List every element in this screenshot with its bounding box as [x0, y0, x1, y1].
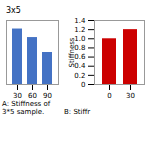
- svg-text:Stiffness: Stiffness: [68, 37, 76, 67]
- html-text:3x5: 3x5: [6, 6, 21, 15]
- svg-text:0.4: 0.4: [74, 62, 86, 71]
- svg-text:0.6: 0.6: [74, 53, 86, 62]
- svg-text:0.8: 0.8: [74, 44, 86, 53]
- svg-text:1.2: 1.2: [74, 26, 85, 34]
- html-text:A: Stiffness of 3*5 sample.: A: Stiffness of 3*5 sample.: [2, 100, 51, 116]
- svg-text:1.0: 1.0: [74, 35, 86, 43]
- html-text:B: Stiffr: B: Stiffr: [64, 108, 91, 116]
- svg-text:30: 30: [126, 92, 135, 98]
- svg-text:30: 30: [13, 92, 22, 98]
- svg-text:1.4: 1.4: [74, 17, 86, 25]
- svg-text:0: 0: [107, 92, 111, 98]
- svg-text:0.2: 0.2: [74, 72, 85, 80]
- svg-text:90: 90: [43, 92, 52, 98]
- svg-text:60: 60: [28, 92, 37, 98]
- svg-text:0: 0: [81, 81, 85, 89]
